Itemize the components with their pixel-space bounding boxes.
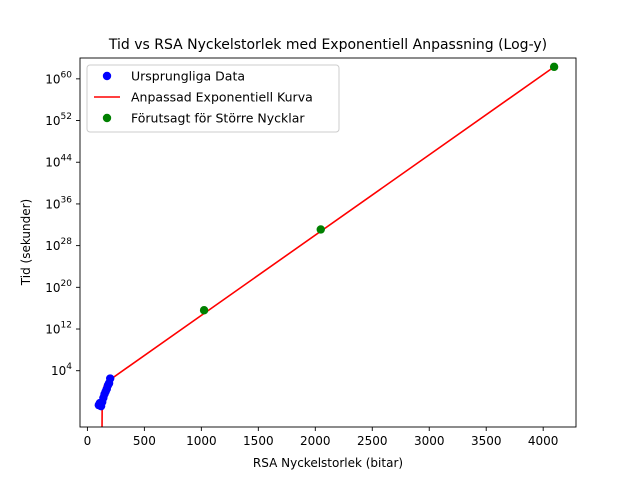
x-tick-label: 500 bbox=[133, 434, 156, 448]
x-tick-label: 2500 bbox=[357, 434, 388, 448]
x-tick-label: 3500 bbox=[471, 434, 502, 448]
y-tick-label: 1052 bbox=[45, 112, 72, 128]
data-point-predicted bbox=[316, 225, 325, 234]
y-tick-label: 1044 bbox=[45, 154, 72, 170]
data-point-predicted bbox=[549, 62, 559, 72]
legend-marker-dot bbox=[102, 71, 112, 81]
legend-entry-label: Anpassad Exponentiell Kurva bbox=[131, 90, 313, 105]
y-tick-label: 104 bbox=[51, 362, 72, 378]
legend: Ursprungliga Data Anpassad Exponentiell K… bbox=[86, 64, 340, 133]
x-tick-label: 1000 bbox=[186, 434, 217, 448]
x-tick-label: 4000 bbox=[528, 434, 559, 448]
y-tick-label: 1028 bbox=[45, 237, 72, 253]
y-tick-label: 1020 bbox=[45, 279, 72, 295]
legend-entry-label: Förutsagt för Större Nycklar bbox=[131, 111, 305, 126]
data-point-predicted bbox=[199, 306, 209, 315]
legend-entry-label: Ursprungliga Data bbox=[131, 69, 245, 84]
plot-area: 0 500 1000 1500 2000 2500 3000 3500 4000 104 1012 1… bbox=[45, 57, 577, 448]
y-tick-label: 1060 bbox=[45, 70, 72, 86]
plot-data-layer bbox=[94, 62, 559, 427]
chart-title: Tid vs RSA Nyckelstorlek med Exponentiel… bbox=[108, 37, 547, 53]
legend-frame bbox=[86, 64, 340, 133]
x-tick-label: 1500 bbox=[243, 434, 274, 448]
x-tick-label: 2000 bbox=[300, 434, 331, 448]
x-tick-label: 0 bbox=[84, 434, 92, 448]
y-axis-label: Tid (sekunder) bbox=[19, 199, 33, 286]
x-tick-label: 3000 bbox=[414, 434, 445, 448]
data-point-original bbox=[106, 374, 115, 383]
y-tick-label: 1036 bbox=[45, 195, 72, 211]
legend-marker-dot bbox=[102, 113, 112, 123]
x-axis-label: RSA Nyckelstorlek (bitar) bbox=[253, 456, 403, 470]
y-tick-label: 1012 bbox=[45, 321, 72, 337]
axes-frame bbox=[79, 57, 577, 428]
